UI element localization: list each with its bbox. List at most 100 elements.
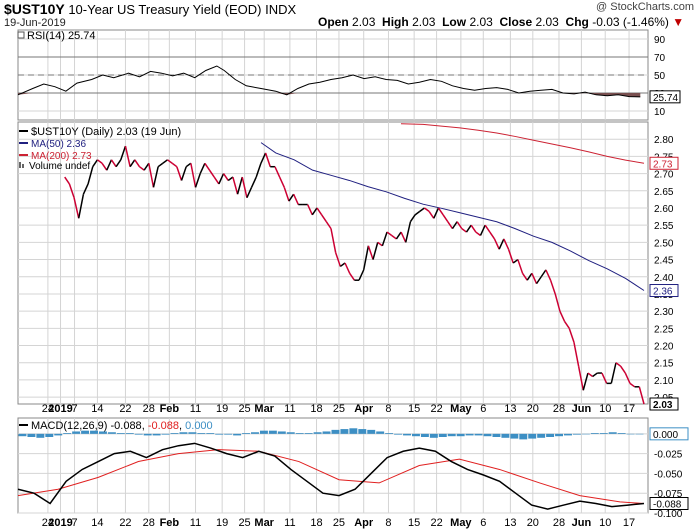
price-segment	[405, 221, 412, 243]
macd-hist-bar	[599, 433, 608, 434]
price-panel-frame	[17, 121, 649, 405]
x-tick-label-bottom: 6	[480, 517, 486, 529]
price-segment	[255, 163, 262, 178]
price-segment	[451, 221, 458, 230]
price-segment	[377, 241, 383, 247]
price-segment	[222, 173, 229, 181]
price-y-tick: 2.50	[654, 238, 674, 249]
macd-legend-prefix: MACD(12,26,9)	[31, 420, 110, 432]
macd-hist-bar	[590, 433, 599, 434]
price-segment	[334, 252, 342, 267]
macd-y-tick: -0.050	[654, 469, 683, 480]
price-y-tick: 2.20	[654, 342, 674, 353]
x-tick-label: 19	[216, 403, 228, 415]
macd-hist-bar	[331, 429, 340, 434]
price-segment	[517, 259, 524, 274]
price-segment	[479, 224, 486, 236]
price-segment	[367, 245, 374, 260]
close-label: Close	[499, 15, 533, 29]
x-tick-label-bottom: 22	[430, 517, 442, 529]
x-tick-label-bottom: 13	[504, 517, 516, 529]
chart-title: $UST10Y 10-Year US Treasury Yield (EOD) …	[4, 1, 296, 17]
macd-hist-bar	[286, 432, 295, 434]
price-segment	[306, 204, 313, 216]
price-segment	[592, 372, 598, 378]
x-tick-label-bottom: Feb	[160, 517, 180, 529]
price-y-tick: 2.45	[654, 256, 674, 267]
x-tick-label-bottom: 20	[527, 517, 539, 529]
price-y-tick: 2.15	[654, 359, 674, 370]
price-segment	[582, 372, 589, 391]
macd-hist-bar	[36, 433, 45, 438]
price-segment	[433, 207, 440, 219]
ma200-legend-text: MA(200) 2.73	[31, 151, 92, 162]
ma200-line	[400, 123, 645, 164]
price-segment	[92, 159, 99, 168]
x-tick-label-bottom: 22	[119, 517, 131, 529]
macd-hist-bar	[295, 433, 304, 434]
price-segment	[110, 159, 117, 168]
rsi-legend-text: RSI(14) 25.74	[27, 30, 95, 42]
chart-date: 19-Jun-2019	[4, 17, 66, 29]
x-tick-label-bottom: May	[450, 517, 472, 529]
x-tick-label-bottom: 17	[623, 517, 635, 529]
price-segment	[199, 162, 206, 174]
price-segment	[264, 152, 271, 167]
price-segment	[87, 166, 94, 185]
rsi-y-tick: 10	[654, 107, 666, 118]
x-tick-label: 18	[310, 403, 322, 415]
price-segment	[615, 362, 622, 367]
price-segment	[414, 210, 421, 216]
volume-legend-icon-2	[22, 164, 24, 168]
x-tick-label: 28	[143, 403, 155, 415]
stockcharts-credit[interactable]: @ StockCharts.com	[596, 1, 694, 13]
price-segment	[535, 276, 542, 285]
macd-hist-bar	[635, 433, 644, 435]
price-segment	[419, 207, 425, 213]
price-segment	[246, 187, 253, 198]
price-segment	[134, 159, 141, 168]
macd-hist-value-box	[649, 427, 689, 441]
price-segment	[180, 166, 187, 181]
macd-hist-bar	[152, 433, 161, 436]
ma50-value-box	[649, 284, 679, 298]
x-tick-label: Apr	[354, 403, 374, 415]
price-segment	[64, 176, 71, 185]
x-tick-label: 22	[119, 403, 131, 415]
x-tick-label: 2019	[48, 403, 72, 415]
x-tick-label-bottom: 11	[284, 517, 295, 529]
macd-hist-bar	[179, 432, 188, 434]
price-segment	[292, 193, 299, 205]
price-y-tick: 2.60	[654, 204, 674, 215]
macd-hist-bar	[429, 433, 438, 438]
price-segment	[461, 228, 467, 233]
x-tick-label: 11	[284, 403, 295, 415]
macd-y-tick: -0.100	[654, 509, 683, 520]
rsi-legend-swatch	[17, 31, 25, 39]
price-segment	[489, 231, 496, 240]
price-segment	[311, 207, 318, 216]
price-segment	[395, 231, 402, 240]
x-tick-label-bottom: 25	[238, 517, 250, 529]
macd-hist-bar	[546, 433, 555, 437]
price-segment	[325, 221, 332, 230]
security-name: 10-Year US Treasury Yield (EOD)	[68, 2, 262, 17]
macd-signal-line	[17, 449, 645, 504]
macd-hist-bar	[98, 431, 107, 434]
macd-hist-bar	[81, 430, 90, 434]
macd-hist-bar	[474, 433, 483, 436]
price-value-box	[649, 397, 679, 411]
rsi-y-tick: 90	[654, 35, 666, 46]
x-tick-label: 28	[553, 403, 565, 415]
price-y-tick: 2.80	[654, 135, 674, 146]
x-tick-label: 25	[333, 403, 345, 415]
x-tick-label: 7	[71, 403, 77, 415]
price-segment	[549, 279, 556, 295]
price-segment	[73, 197, 80, 219]
price-segment	[526, 272, 533, 281]
ma200-value-label: 2.73	[653, 159, 673, 170]
macd-hist-bar	[376, 431, 385, 434]
price-segment	[120, 145, 127, 161]
macd-hist-bar	[251, 432, 259, 434]
price-segment	[601, 372, 608, 384]
